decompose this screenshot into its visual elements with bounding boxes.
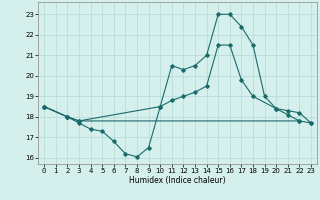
- X-axis label: Humidex (Indice chaleur): Humidex (Indice chaleur): [129, 176, 226, 185]
